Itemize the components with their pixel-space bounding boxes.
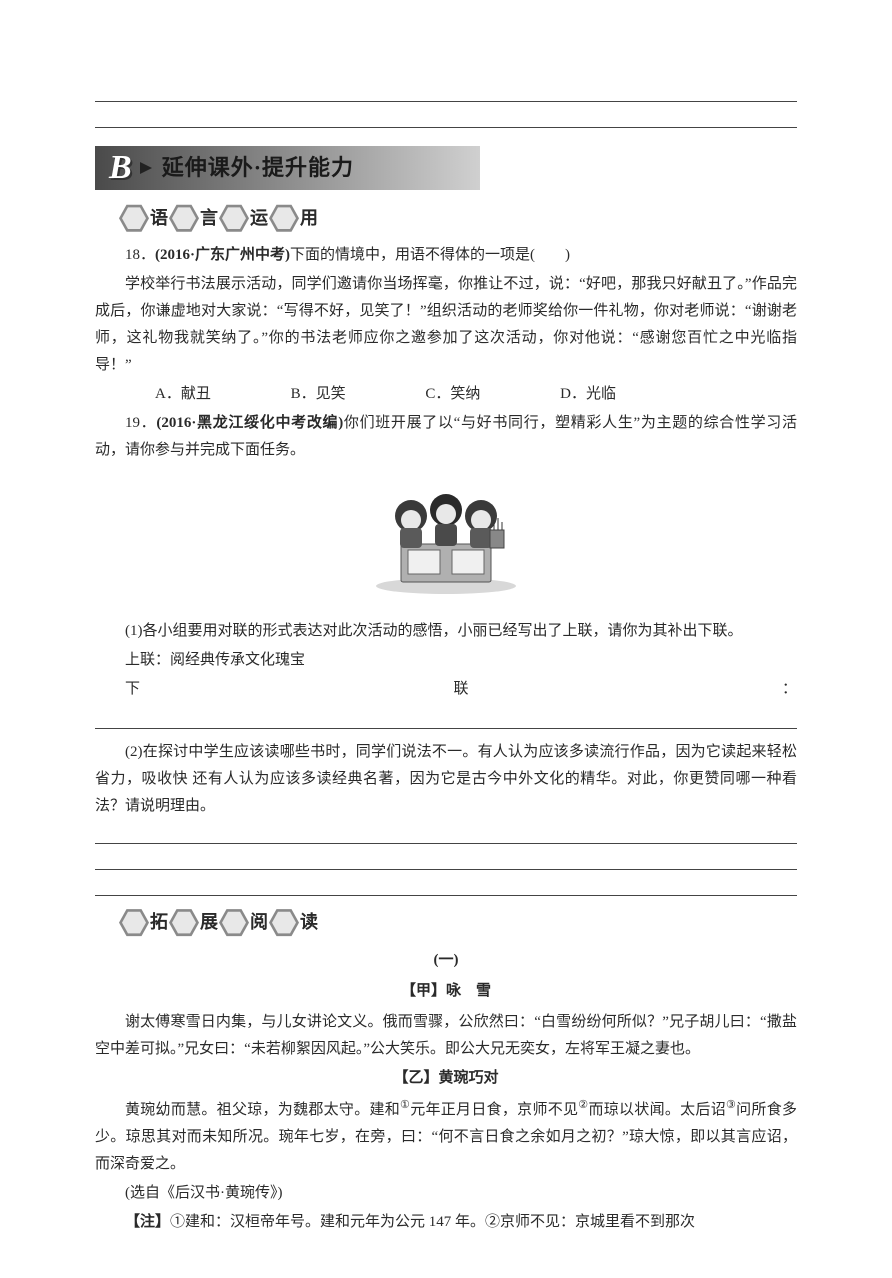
section-header-b: B 延伸课外·提升能力: [95, 146, 480, 190]
subsection-language: 语 言 运 用: [119, 202, 797, 234]
q18-option-d[interactable]: D．光临: [530, 381, 616, 408]
blank-line[interactable]: [95, 822, 797, 844]
q19-sub2: (2)在探讨中学生应该读哪些书时，同学们说法不一。有人认为应该多读流行作品，因为…: [95, 739, 797, 820]
upper-label: 上联：: [125, 652, 170, 668]
lower-char-3: ：: [752, 676, 797, 703]
q18-option-c[interactable]: C．笑纳: [395, 381, 480, 408]
reading-part-num: (一): [95, 947, 797, 974]
q18-option-a[interactable]: A．献丑: [125, 381, 211, 408]
hex-char: 拓: [150, 906, 168, 938]
subsection-reading: 拓 展 阅 读: [119, 906, 797, 938]
q19-sub2-text: 在探讨中学生应该读哪些书时，同学们说法不一。有人认为应该多读流行作品，因为它读起…: [95, 744, 797, 814]
hex-char: 阅: [250, 906, 268, 938]
hex-char: 用: [300, 202, 318, 234]
q19-sub2-num: (2): [125, 744, 143, 760]
section-letter: B: [95, 137, 140, 198]
blank-line: [95, 80, 797, 102]
hex-icon: [119, 908, 149, 938]
q19-upper-couplet: 上联：阅经典传承文化瑰宝: [95, 647, 797, 674]
yi-seg-1: 黄琬幼而慧。祖父琼，为魏郡太守。建和: [125, 1102, 400, 1118]
reading-yi-title: 【乙】黄琬巧对: [95, 1065, 797, 1092]
hex-icon: [269, 908, 299, 938]
q18-text: 下面的情境中，用语不得体的一项是( ): [290, 247, 570, 263]
blank-line[interactable]: [95, 707, 797, 729]
lower-char-1: 下: [95, 676, 140, 703]
q19-sub1-num: (1): [125, 623, 143, 639]
blank-line: [95, 106, 797, 128]
q19-sub1-text: 各小组要用对联的形式表达对此次活动的感悟，小丽已经写出了上联，请你为其补出下联。: [143, 623, 743, 639]
note-label: 【注】: [125, 1214, 170, 1230]
blank-line[interactable]: [95, 848, 797, 870]
hex-icon: [219, 908, 249, 938]
q19-stem: 19．(2016·黑龙江绥化中考改编)你们班开展了以“与好书同行，塑精彩人生”为…: [95, 410, 797, 464]
reading-yi-source: (选自《后汉书·黄琬传》): [95, 1180, 797, 1207]
note-marker-2: ②: [578, 1099, 588, 1111]
hex-char: 运: [250, 202, 268, 234]
reading-jia-text: 谢太傅寒雪日内集，与儿女讲论文义。俄而雪骤，公欣然曰：“白雪纷纷何所似？”兄子胡…: [95, 1009, 797, 1063]
note-marker-1: ①: [400, 1099, 410, 1111]
section-title: 延伸课外·提升能力: [162, 148, 354, 188]
q19-num: 19．: [125, 415, 156, 431]
hex-icon: [219, 203, 249, 233]
reading-yi-text: 黄琬幼而慧。祖父琼，为魏郡太守。建和①元年正月日食，京师不见②而琼以状闻。太后诏…: [95, 1096, 797, 1178]
q18-option-b[interactable]: B．见笑: [261, 381, 346, 408]
hex-icon: [119, 203, 149, 233]
q18-num: 18．: [125, 247, 155, 263]
q18-source: (2016·广东广州中考): [155, 247, 290, 263]
q19-sub1: (1)各小组要用对联的形式表达对此次活动的感悟，小丽已经写出了上联，请你为其补出…: [95, 618, 797, 645]
hex-char: 言: [200, 202, 218, 234]
hex-char: 语: [150, 202, 168, 234]
note-content: ①建和：汉桓帝年号。建和元年为公元 147 年。②京师不见：京城里看不到那次: [170, 1214, 695, 1230]
hex-icon: [169, 203, 199, 233]
note-marker-3: ③: [726, 1099, 736, 1111]
hex-char: 展: [200, 906, 218, 938]
triangle-icon: [140, 162, 152, 174]
hex-icon: [269, 203, 299, 233]
q18-options: A．献丑 B．见笑 C．笑纳 D．光临: [95, 381, 797, 408]
yi-seg-2: 元年正月日食，京师不见: [410, 1102, 578, 1118]
illustration-container: [95, 476, 797, 606]
reading-jia-title: 【甲】咏 雪: [95, 978, 797, 1005]
q18-context: 学校举行书法展示活动，同学们邀请你当场挥毫，你推让不过，说：“好吧，那我只好献丑…: [95, 271, 797, 379]
hex-char: 读: [300, 906, 318, 938]
upper-text: 阅经典传承文化瑰宝: [170, 652, 305, 668]
blank-line[interactable]: [95, 874, 797, 896]
q19-lower-couplet-row: 下 联 ：: [95, 676, 797, 703]
q18-stem: 18．(2016·广东广州中考)下面的情境中，用语不得体的一项是( ): [95, 242, 797, 269]
children-reading-illustration: [356, 476, 536, 596]
hex-icon: [169, 908, 199, 938]
q19-source: (2016·黑龙江绥化中考改编): [156, 415, 343, 431]
lower-char-2: 联: [423, 676, 468, 703]
reading-notes: 【注】①建和：汉桓帝年号。建和元年为公元 147 年。②京师不见：京城里看不到那…: [95, 1209, 797, 1236]
yi-seg-3: 而琼以状闻。太后诏: [588, 1102, 726, 1118]
